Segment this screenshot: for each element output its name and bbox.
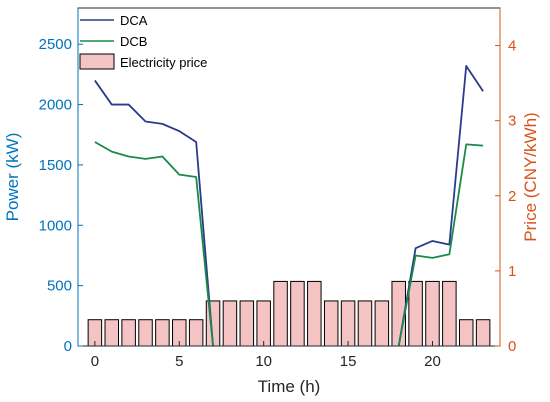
legend-dcb-label: DCB xyxy=(120,34,147,49)
price-bar xyxy=(121,319,136,347)
y-axis-left: 0 500 1000 1500 2000 2500 xyxy=(39,8,83,355)
y-right-tick-label: 0 xyxy=(508,338,516,355)
power-lines xyxy=(94,65,484,347)
y-left-tick-label: 1500 xyxy=(39,157,72,174)
y-left-tick-label: 1000 xyxy=(39,217,72,234)
price-bar xyxy=(239,300,255,347)
x-tick-label: 10 xyxy=(255,353,272,370)
price-bar xyxy=(138,319,153,347)
price-bar xyxy=(188,319,204,347)
price-bar xyxy=(222,300,238,347)
price-bar xyxy=(442,280,457,347)
price-bar xyxy=(475,319,491,347)
y-left-tick-label: 500 xyxy=(47,278,72,295)
y-right-tick-label: 3 xyxy=(508,113,516,130)
dcb-line xyxy=(94,141,214,347)
y-left-tick-label: 0 xyxy=(64,338,72,355)
legend-price-swatch xyxy=(79,53,115,70)
x-tick-label: 0 xyxy=(91,353,99,370)
y-right-tick-label: 4 xyxy=(508,38,516,55)
dca-line xyxy=(94,79,214,347)
price-bar xyxy=(323,300,339,347)
price-bar xyxy=(256,300,271,347)
y-right-tick-label: 2 xyxy=(508,188,516,205)
y-axis-right: 0 1 2 3 4 xyxy=(495,8,516,355)
price-bars xyxy=(87,280,491,347)
y-right-tick-label: 1 xyxy=(508,263,516,280)
dca-line xyxy=(397,65,484,347)
price-bar xyxy=(408,280,423,347)
y-left-tick-label: 2500 xyxy=(39,36,72,53)
price-bar xyxy=(307,280,322,347)
dcb-line xyxy=(397,143,484,347)
y-left-tick-label: 2000 xyxy=(39,97,72,114)
price-bar xyxy=(357,300,373,347)
y-axis-right-label: Price (CNY/kWh) xyxy=(521,112,540,241)
x-tick-label: 20 xyxy=(424,353,441,370)
legend: DCA DCB Electricity price xyxy=(79,13,207,70)
price-bar xyxy=(290,280,305,347)
price-bar xyxy=(458,319,474,347)
x-tick-label: 15 xyxy=(340,353,357,370)
price-bar xyxy=(273,280,288,347)
price-bar xyxy=(340,300,356,347)
legend-dca-label: DCA xyxy=(120,13,148,28)
price-bar xyxy=(155,319,170,347)
price-bar xyxy=(104,319,120,347)
legend-price-label: Electricity price xyxy=(120,55,207,70)
x-axis-label: Time (h) xyxy=(258,377,321,396)
y-axis-left-label: Power (kW) xyxy=(3,133,22,222)
x-axis: 0 5 10 15 20 xyxy=(91,341,441,370)
x-tick-label: 5 xyxy=(175,353,183,370)
price-bar xyxy=(425,280,440,347)
price-bar xyxy=(374,300,390,347)
